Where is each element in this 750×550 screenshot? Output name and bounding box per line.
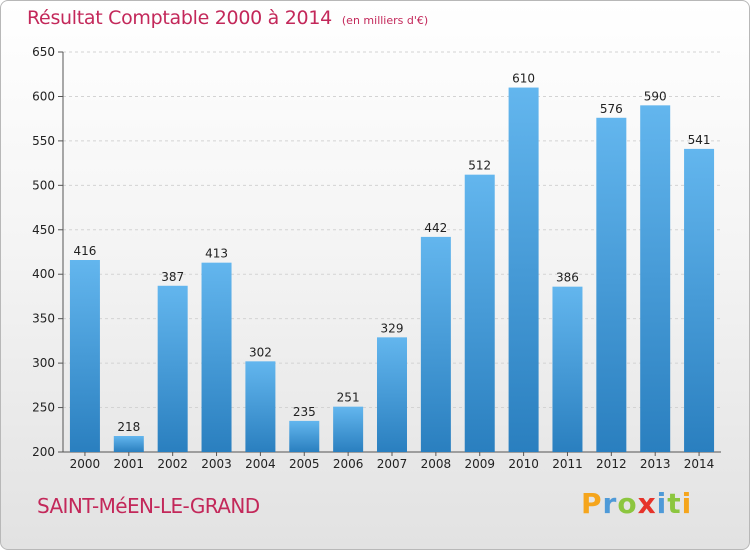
logo-letter: i — [681, 487, 693, 520]
y-tick-label: 200 — [32, 445, 55, 459]
x-tick-label: 2009 — [464, 457, 495, 471]
bar — [157, 285, 188, 452]
x-tick-label: 2012 — [596, 457, 627, 471]
x-tick-label: 2003 — [201, 457, 232, 471]
y-tick-label: 650 — [32, 45, 55, 59]
x-tick-label: 2010 — [508, 457, 539, 471]
logo-letter: x — [637, 487, 657, 520]
bar — [333, 406, 364, 452]
bar — [113, 436, 144, 452]
data-label: 576 — [600, 102, 623, 116]
bar — [596, 117, 627, 453]
data-label: 416 — [73, 244, 96, 258]
x-tick-label: 2004 — [245, 457, 276, 471]
data-label: 235 — [293, 405, 316, 419]
bar — [508, 87, 539, 453]
chart-title-text: Résultat Comptable 2000 à 2014 — [27, 7, 332, 29]
x-tick-label: 2007 — [377, 457, 408, 471]
y-tick-label: 350 — [32, 312, 55, 326]
logo-letter: P — [581, 487, 603, 520]
logo-letter: r — [602, 487, 618, 520]
x-tick-label: 2014 — [684, 457, 715, 471]
bar — [377, 337, 407, 452]
logo-letter: t — [667, 487, 682, 520]
data-label: 442 — [424, 221, 447, 235]
data-label: 512 — [468, 159, 491, 173]
bar — [684, 148, 715, 452]
bar — [552, 286, 583, 452]
y-tick-label: 300 — [32, 356, 55, 370]
data-label: 387 — [161, 270, 184, 284]
x-tick-label: 2005 — [289, 457, 320, 471]
bar — [464, 174, 495, 452]
chart-title: Résultat Comptable 2000 à 2014 (en millie… — [27, 7, 428, 29]
data-label: 413 — [205, 247, 228, 261]
place-name: SAINT-MéEN-LE-GRAND — [37, 494, 260, 518]
y-tick-label: 600 — [32, 89, 55, 103]
bar — [245, 361, 276, 452]
x-tick-label: 2011 — [552, 457, 583, 471]
x-tick-label: 2006 — [333, 457, 364, 471]
data-label: 302 — [249, 345, 272, 359]
logo-letter: i — [656, 487, 668, 520]
x-tick-label: 2000 — [70, 457, 101, 471]
y-tick-label: 400 — [32, 267, 55, 281]
x-tick-label: 2008 — [421, 457, 452, 471]
data-label: 218 — [117, 420, 140, 434]
x-tick-label: 2013 — [640, 457, 671, 471]
logo-letter: o — [617, 487, 638, 520]
bar — [69, 260, 100, 452]
y-tick-label: 500 — [32, 178, 55, 192]
bar — [289, 420, 320, 452]
data-label: 386 — [556, 271, 579, 285]
data-label: 541 — [688, 133, 711, 147]
bar — [201, 262, 232, 452]
data-label: 329 — [381, 321, 404, 335]
y-tick-label: 450 — [32, 223, 55, 237]
proxiti-logo: Proxiti — [581, 487, 692, 520]
x-tick-label: 2001 — [114, 457, 145, 471]
x-tick-label: 2002 — [157, 457, 188, 471]
bar — [640, 105, 671, 452]
data-label: 251 — [337, 391, 360, 405]
chart-unit-label: (en milliers d'€) — [341, 14, 429, 27]
bar — [420, 236, 451, 452]
data-label: 610 — [512, 72, 535, 86]
y-tick-label: 550 — [32, 134, 55, 148]
y-tick-label: 250 — [32, 401, 55, 415]
data-label: 590 — [644, 89, 667, 103]
